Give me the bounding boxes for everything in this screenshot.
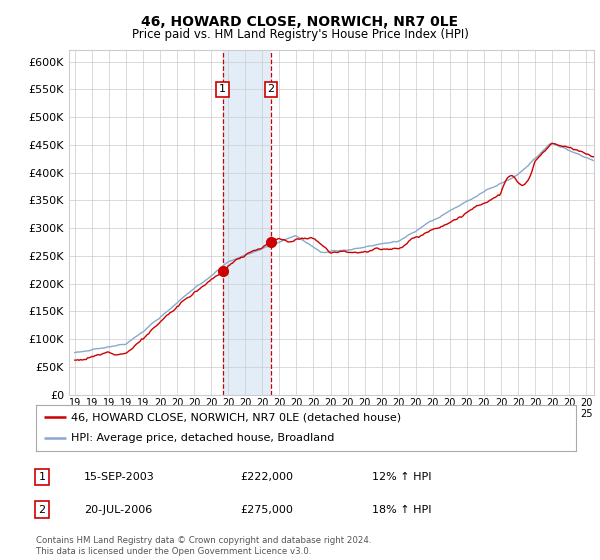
- Text: HPI: Average price, detached house, Broadland: HPI: Average price, detached house, Broa…: [71, 433, 334, 444]
- Text: 2: 2: [38, 505, 46, 515]
- Text: 12% ↑ HPI: 12% ↑ HPI: [372, 472, 431, 482]
- Text: 46, HOWARD CLOSE, NORWICH, NR7 0LE: 46, HOWARD CLOSE, NORWICH, NR7 0LE: [142, 15, 458, 29]
- Text: 18% ↑ HPI: 18% ↑ HPI: [372, 505, 431, 515]
- Text: £275,000: £275,000: [240, 505, 293, 515]
- Text: 2: 2: [267, 85, 274, 94]
- Text: Contains HM Land Registry data © Crown copyright and database right 2024.
This d: Contains HM Land Registry data © Crown c…: [36, 536, 371, 556]
- Text: £222,000: £222,000: [240, 472, 293, 482]
- Text: 1: 1: [38, 472, 46, 482]
- Bar: [223, 50, 271, 395]
- Text: Price paid vs. HM Land Registry's House Price Index (HPI): Price paid vs. HM Land Registry's House …: [131, 28, 469, 41]
- Text: 15-SEP-2003: 15-SEP-2003: [84, 472, 155, 482]
- Text: 1: 1: [219, 85, 226, 94]
- Text: 46, HOWARD CLOSE, NORWICH, NR7 0LE (detached house): 46, HOWARD CLOSE, NORWICH, NR7 0LE (deta…: [71, 412, 401, 422]
- Text: 20-JUL-2006: 20-JUL-2006: [84, 505, 152, 515]
